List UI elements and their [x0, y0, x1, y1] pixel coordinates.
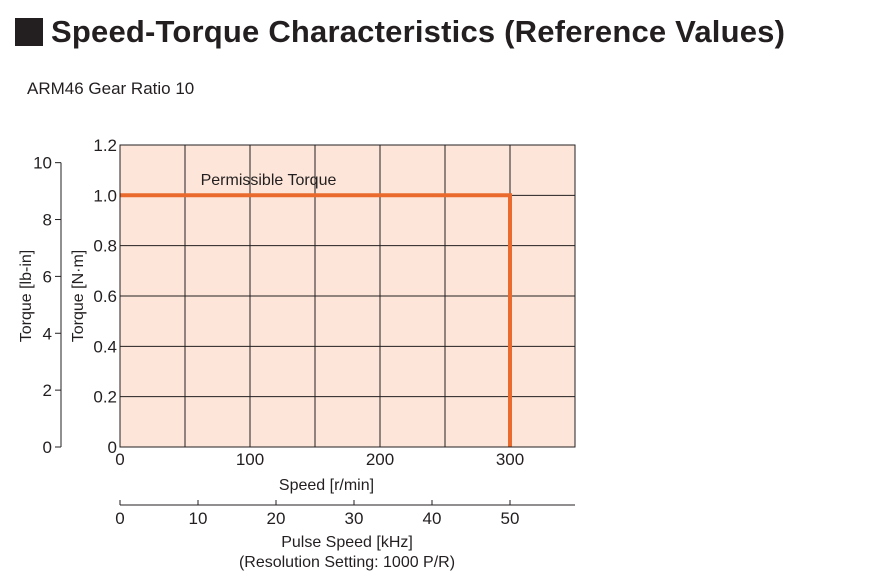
secondary-x-axis-note: (Resolution Setting: 1000 P/R) — [239, 554, 455, 571]
section-heading: Speed-Torque Characteristics (Reference … — [15, 14, 785, 50]
y-tick-label: 0.2 — [93, 388, 117, 407]
secondary-y-tick-label: 2 — [43, 381, 52, 400]
secondary-y-tick-label: 4 — [43, 324, 52, 343]
x-axis-label: Speed [r/min] — [279, 477, 374, 494]
annotation-label: Permissible Torque — [201, 172, 337, 189]
x-tick-label: 200 — [366, 450, 394, 469]
secondary-x-axis-label: Pulse Speed [kHz] — [281, 534, 413, 551]
x-tick-label: 100 — [236, 450, 264, 469]
secondary-y-axis-label: Torque [lb-in] — [18, 250, 35, 343]
secondary-x-tick-label: 30 — [345, 509, 364, 528]
plot-frame — [119, 144, 576, 448]
x-tick-label: 0 — [115, 450, 124, 469]
y-tick-label: 1.0 — [93, 186, 117, 205]
secondary-x-tick-label: 50 — [501, 509, 520, 528]
y-axis-label: Torque [N·m] — [70, 250, 87, 342]
secondary-y-tick-label: 0 — [43, 438, 52, 457]
secondary-y-tick-label: 6 — [43, 267, 52, 286]
x-tick-label: 300 — [496, 450, 524, 469]
page-title: Speed-Torque Characteristics (Reference … — [51, 14, 786, 49]
heading-square-marker — [15, 18, 43, 46]
chart-subtitle: ARM46 Gear Ratio 10 — [27, 79, 195, 98]
y-tick-label: 1.2 — [93, 136, 117, 155]
y-tick-label: 0.8 — [93, 237, 117, 256]
secondary-y-tick-label: 10 — [33, 154, 52, 173]
y-tick-label: 0.6 — [93, 287, 117, 306]
secondary-x-tick-label: 20 — [267, 509, 286, 528]
y-tick-label: 0.4 — [93, 337, 117, 356]
series-line-permissible-torque — [120, 193, 512, 447]
secondary-x-tick-label: 40 — [423, 509, 442, 528]
y-tick-label: 0 — [108, 438, 117, 457]
secondary-x-tick-label: 10 — [189, 509, 208, 528]
secondary-x-tick-label: 0 — [115, 509, 124, 528]
secondary-y-tick-label: 8 — [43, 211, 52, 230]
